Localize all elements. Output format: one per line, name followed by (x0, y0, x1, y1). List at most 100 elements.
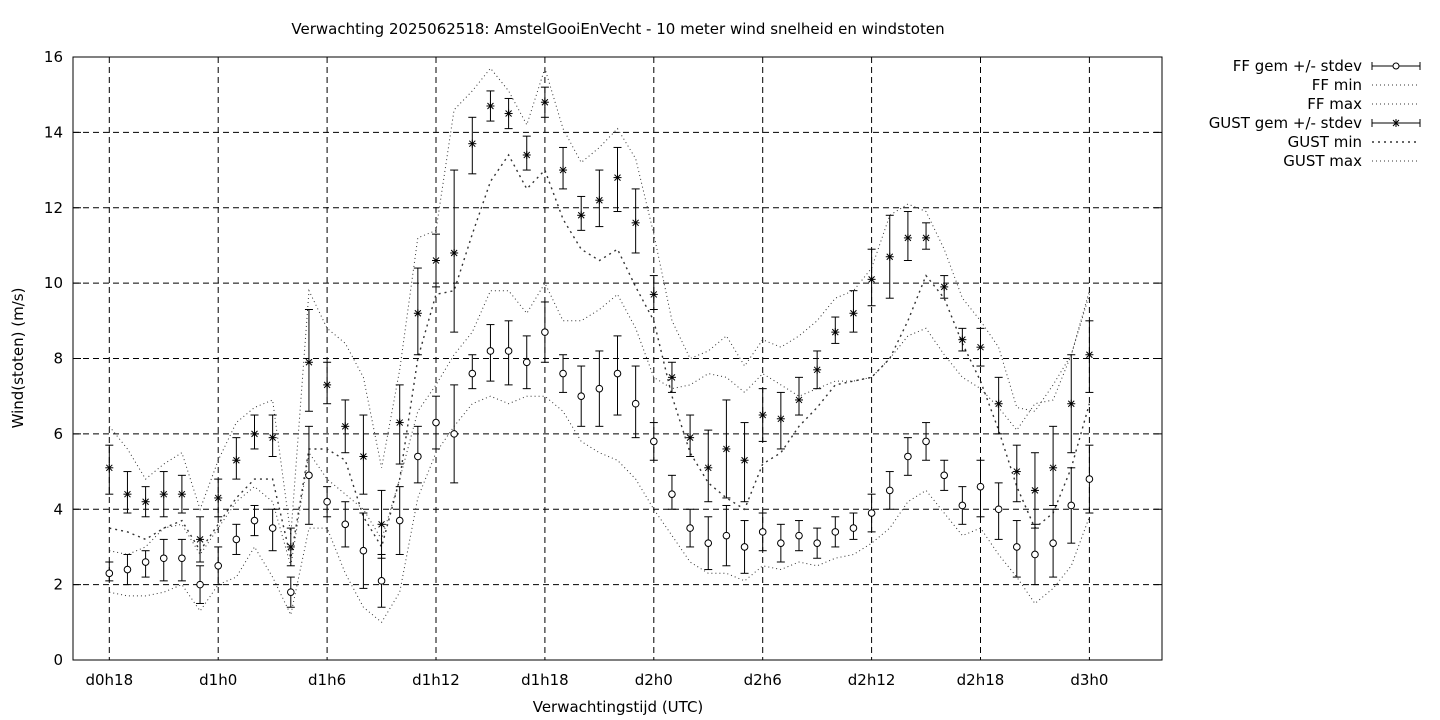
circle-marker (922, 437, 930, 446)
x-tick-label: d2h12 (848, 671, 896, 689)
legend-label: FF gem +/- stdev (1233, 57, 1362, 75)
gust-point (468, 116, 477, 175)
ff-point (522, 335, 531, 390)
star-marker (177, 490, 186, 499)
ff-point (323, 486, 332, 518)
gust-point (540, 86, 549, 118)
star-marker (522, 150, 531, 159)
circle-marker (214, 561, 222, 570)
star-marker (595, 196, 604, 205)
gust-point (1012, 444, 1021, 503)
circle-marker (159, 554, 168, 563)
circle-marker (631, 399, 640, 408)
grid (73, 57, 1162, 660)
star-marker (994, 399, 1003, 408)
x-tick-label: d2h6 (744, 671, 782, 689)
circle-marker (904, 452, 912, 461)
circle-marker (740, 543, 749, 551)
gust-point (795, 376, 803, 416)
gust-point (341, 399, 350, 454)
star-marker (468, 139, 477, 148)
gust-point (776, 391, 785, 450)
star-marker (1049, 463, 1058, 472)
ff-point (976, 459, 985, 518)
gust-point (413, 267, 422, 356)
gust-point (1085, 320, 1094, 393)
circle-marker (650, 437, 658, 446)
star-marker (867, 275, 876, 284)
ff-point (958, 486, 967, 525)
y-axis-ticks: 0 2 4 6 8 10 12 14 16 (44, 48, 1162, 669)
star-marker (250, 429, 259, 438)
y-tick-label: 10 (44, 274, 63, 292)
ff-point (105, 561, 114, 582)
circle-marker (105, 569, 114, 578)
ff-point (885, 471, 894, 510)
star-marker (196, 535, 205, 544)
circle-marker (813, 539, 821, 547)
ff-point (940, 459, 949, 491)
x-tick-label: d2h18 (957, 671, 1005, 689)
star-marker (123, 490, 132, 499)
ff-point (377, 553, 386, 608)
series-errorbars (105, 86, 1094, 608)
star-marker (159, 490, 168, 499)
gust-point (450, 169, 459, 333)
x-tick-label: d0h18 (85, 671, 133, 689)
gust-point (286, 527, 295, 567)
star-marker (922, 233, 931, 242)
ff-point (813, 527, 822, 559)
star-marker (831, 328, 840, 337)
gust-point (813, 350, 822, 390)
ff-point (177, 538, 186, 582)
gust-point (304, 309, 313, 412)
gust-point (232, 437, 241, 480)
star-marker (795, 395, 803, 404)
circle-marker (232, 535, 241, 544)
circle-marker (1049, 539, 1057, 547)
circle-marker (795, 531, 803, 540)
x-axis-ticks: d0h18 d1h0 d1h6 d1h12 d1h18 d2h0 d2h6 d2h12 d2h1… (85, 671, 1108, 689)
y-tick-label: 14 (44, 123, 63, 141)
circle-marker (341, 520, 350, 529)
star-marker (903, 233, 912, 242)
star-marker (1030, 486, 1039, 495)
circle-marker (1031, 550, 1039, 559)
star-marker (976, 343, 985, 352)
ff-point (667, 474, 676, 510)
star-marker (559, 166, 568, 175)
gust-point (105, 444, 114, 495)
gust-point (432, 233, 440, 288)
ff-point (740, 520, 749, 574)
ff-point (631, 365, 640, 439)
gust-point (976, 327, 985, 367)
star-marker (885, 252, 894, 261)
circle-marker (668, 490, 676, 498)
star-marker (432, 256, 440, 265)
gust-point (649, 275, 658, 311)
circle-marker (486, 347, 495, 355)
star-marker (722, 444, 731, 453)
star-marker (359, 452, 368, 461)
legend-label: FF max (1307, 95, 1362, 113)
circle-marker (595, 384, 604, 393)
gust-point (377, 489, 386, 559)
y-tick-label: 2 (53, 576, 63, 594)
gust-point (323, 361, 332, 405)
circle-marker (758, 528, 767, 536)
star-marker (377, 520, 386, 529)
circle-marker (141, 558, 150, 566)
circle-marker (450, 430, 458, 438)
gust-point (722, 399, 731, 499)
gust-point (740, 422, 749, 503)
ff-point (722, 504, 731, 567)
gust-point (613, 146, 622, 213)
ff-point (613, 335, 622, 416)
star-marker (1012, 467, 1021, 476)
star-marker (341, 422, 350, 431)
gust-point (486, 90, 495, 122)
circle-marker (1392, 62, 1400, 70)
star-marker (740, 456, 749, 465)
star-marker (1392, 119, 1400, 127)
